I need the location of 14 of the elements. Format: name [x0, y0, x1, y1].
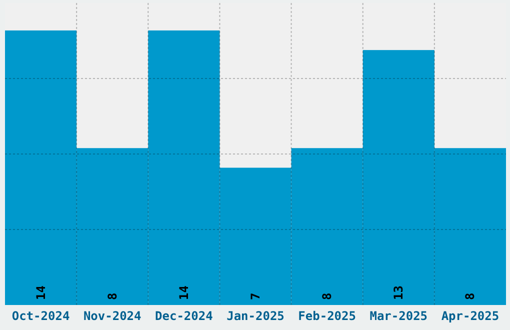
x-tick-label: Feb-2025 [298, 309, 356, 323]
x-tick-label: Dec-2024 [155, 309, 213, 323]
x-tick-label: Mar-2025 [370, 309, 428, 323]
data-label: 8 [320, 292, 334, 300]
x-tick-label: Oct-2024 [12, 309, 70, 323]
x-tick-label: Nov-2024 [83, 309, 142, 323]
x-tick-label: Apr-2025 [441, 309, 500, 323]
data-label: 7 [248, 292, 262, 300]
data-label: 13 [392, 286, 406, 300]
data-label: 8 [105, 292, 120, 300]
data-label: 14 [34, 286, 48, 300]
x-tick-label: Jan-2025 [226, 309, 284, 323]
data-label: 14 [176, 286, 191, 300]
data-label: 8 [463, 292, 478, 300]
